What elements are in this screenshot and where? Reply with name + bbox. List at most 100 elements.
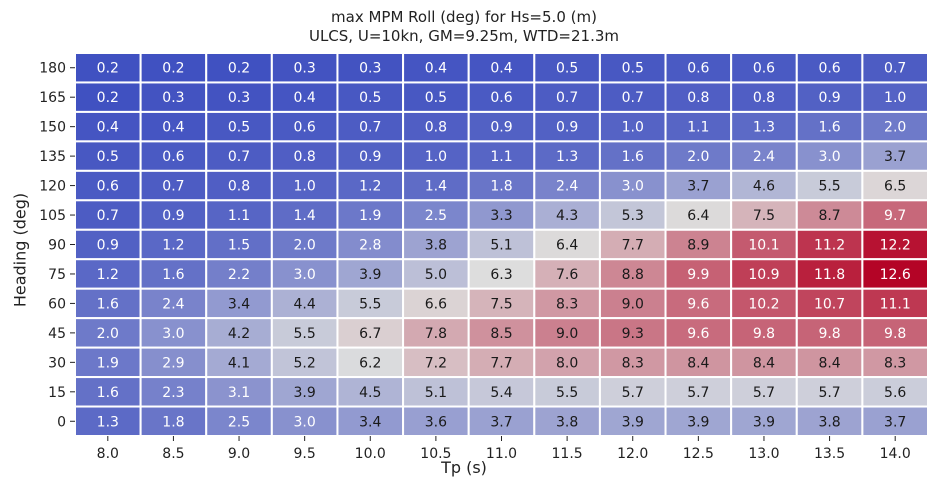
cell-value-label: 12.6 — [880, 267, 911, 283]
cell-value-label: 1.5 — [228, 238, 250, 254]
cell-value-label: 0.9 — [556, 120, 578, 136]
cell-value-label: 1.9 — [359, 208, 381, 224]
heatmap-cell — [467, 169, 536, 202]
cell-value-label: 2.5 — [228, 414, 250, 430]
cell-value-label: 0.9 — [97, 238, 119, 254]
cell-value-label: 8.3 — [622, 355, 644, 371]
cell-value-label: 1.0 — [294, 179, 316, 195]
heatmap-cell — [861, 405, 928, 437]
cell-value-label: 4.4 — [294, 296, 316, 312]
cell-value-label: 9.3 — [622, 326, 644, 342]
x-tick-label: 10.5 — [420, 446, 451, 462]
cell-value-label: 2.2 — [228, 267, 250, 283]
x-tick-label: 11.5 — [552, 446, 583, 462]
cell-value-label: 1.1 — [490, 149, 512, 165]
cell-value-label: 3.9 — [622, 414, 644, 430]
cell-value-label: 5.3 — [622, 208, 644, 224]
cell-value-label: 8.3 — [556, 296, 578, 312]
cell-value-label: 0.7 — [228, 149, 250, 165]
x-tick-label: 12.0 — [617, 446, 648, 462]
cell-value-label: 1.8 — [490, 179, 512, 195]
heatmap-cell — [402, 52, 470, 84]
heatmap-cell — [336, 376, 405, 408]
heatmap-cell — [336, 140, 405, 172]
cell-value-label: 9.8 — [818, 326, 840, 342]
cell-value-label: 7.8 — [425, 326, 447, 342]
cell-value-label: 1.1 — [687, 120, 709, 136]
cell-value-label: 1.3 — [556, 149, 578, 165]
cell-value-label: 5.2 — [294, 355, 316, 371]
x-tick-label: 9.5 — [294, 446, 316, 462]
cell-value-label: 0.4 — [490, 61, 512, 77]
y-tick-label: 60 — [48, 296, 66, 312]
heatmap-cell — [270, 52, 339, 84]
cell-value-label: 0.9 — [490, 120, 512, 136]
y-tick-label: 30 — [48, 355, 66, 371]
cell-value-label: 0.6 — [294, 120, 316, 136]
cell-value-label: 7.6 — [556, 267, 578, 283]
heatmap-cell — [336, 169, 405, 202]
cell-value-label: 9.8 — [753, 326, 775, 342]
cell-value-label: 1.3 — [753, 120, 775, 136]
cell-value-label: 0.8 — [425, 120, 447, 136]
cell-value-label: 0.5 — [359, 90, 381, 106]
heatmap-cell — [598, 287, 667, 320]
heatmap-cell — [795, 258, 864, 290]
heatmap-cell — [205, 52, 273, 84]
cell-value-label: 6.2 — [359, 355, 381, 371]
heatmap-cell — [74, 317, 142, 349]
cell-value-label: 9.8 — [884, 326, 906, 342]
cell-value-label: 0.5 — [622, 61, 644, 77]
cell-value-label: 2.0 — [294, 238, 316, 254]
cell-value-label: 1.6 — [818, 120, 840, 136]
cell-value-label: 9.9 — [687, 267, 709, 283]
y-tick-label: 135 — [39, 149, 66, 165]
cell-value-label: 3.0 — [162, 326, 184, 342]
heatmap-cell — [74, 81, 142, 113]
heatmap-cell — [861, 258, 928, 290]
cell-value-label: 0.4 — [294, 90, 316, 106]
cell-value-label: 0.3 — [228, 90, 250, 106]
cell-value-label: 0.7 — [556, 90, 578, 106]
cell-value-label: 6.3 — [490, 267, 512, 283]
heatmap-cell — [467, 110, 536, 143]
heatmap-cell — [139, 346, 208, 379]
cell-value-label: 3.0 — [294, 414, 316, 430]
cell-value-label: 3.4 — [228, 296, 250, 312]
cell-value-label: 0.8 — [294, 149, 316, 165]
cell-value-label: 4.1 — [228, 355, 250, 371]
cell-value-label: 0.9 — [359, 149, 381, 165]
cell-value-label: 2.9 — [162, 355, 184, 371]
heatmap-cell — [795, 376, 864, 408]
heatmap-cell — [270, 346, 339, 379]
cell-value-label: 2.0 — [687, 149, 709, 165]
cell-value-label: 3.9 — [294, 385, 316, 401]
heatmap-cell — [533, 81, 601, 113]
cell-value-label: 0.5 — [228, 120, 250, 136]
cell-value-label: 1.0 — [425, 149, 447, 165]
cell-value-label: 4.2 — [228, 326, 250, 342]
cell-value-label: 2.0 — [97, 326, 119, 342]
heatmap-cell — [598, 258, 667, 290]
cell-value-label: 11.2 — [814, 238, 845, 254]
heatmap-cell — [270, 199, 339, 231]
y-axis-label: Heading (deg) — [10, 192, 30, 308]
heatmap-cell — [139, 228, 208, 261]
cell-value-label: 11.1 — [880, 296, 911, 312]
cell-value-label: 9.0 — [622, 296, 644, 312]
cell-value-label: 0.4 — [97, 120, 119, 136]
cell-value-label: 5.7 — [818, 385, 840, 401]
cell-value-label: 2.8 — [359, 238, 381, 254]
cell-value-label: 2.4 — [556, 179, 578, 195]
heatmap-cell — [270, 287, 339, 320]
y-tick-label: 0 — [57, 414, 66, 430]
heatmap-cell — [598, 228, 667, 261]
cell-value-label: 9.6 — [687, 326, 709, 342]
cell-value-label: 0.3 — [359, 61, 381, 77]
cell-value-label: 3.3 — [490, 208, 512, 224]
cell-value-label: 11.8 — [814, 267, 845, 283]
cell-value-label: 0.8 — [687, 90, 709, 106]
cell-value-label: 1.8 — [162, 414, 184, 430]
cell-value-label: 3.1 — [228, 385, 250, 401]
